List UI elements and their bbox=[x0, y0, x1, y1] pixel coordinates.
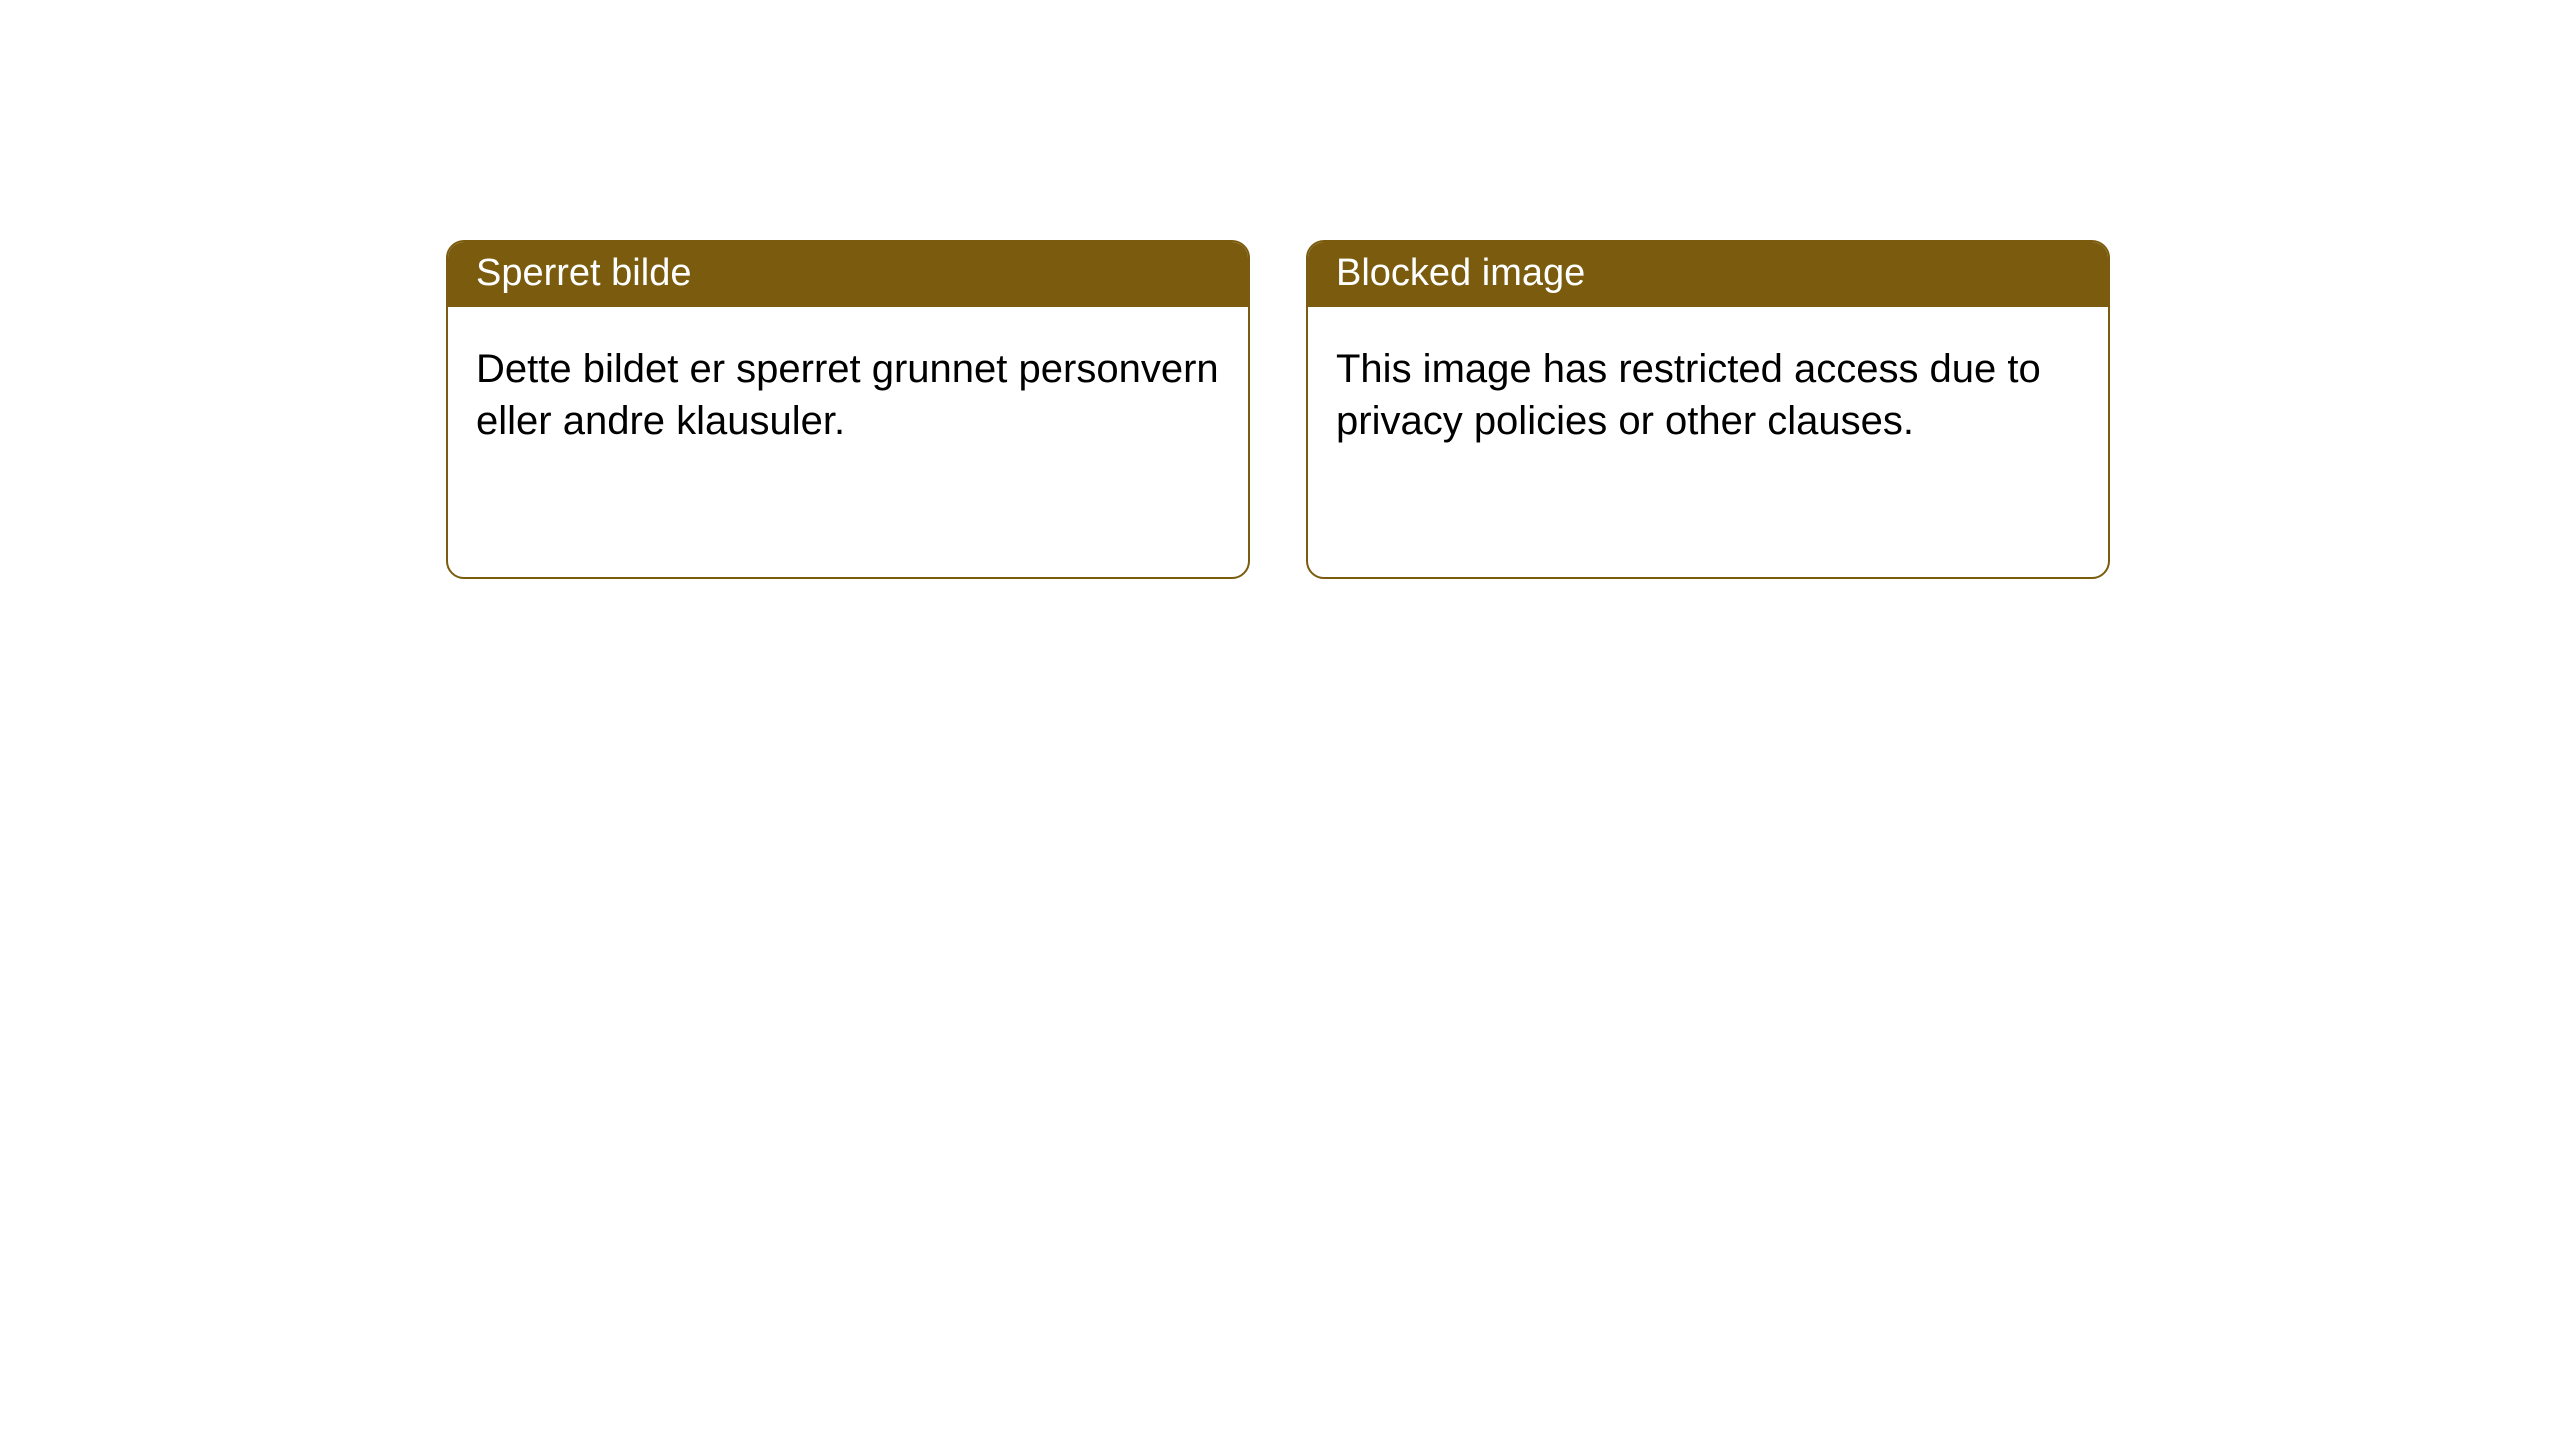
notice-body: Dette bildet er sperret grunnet personve… bbox=[448, 307, 1248, 577]
notice-card-norwegian: Sperret bilde Dette bildet er sperret gr… bbox=[446, 240, 1250, 579]
notice-header: Blocked image bbox=[1308, 242, 2108, 307]
notice-body: This image has restricted access due to … bbox=[1308, 307, 2108, 577]
notice-card-english: Blocked image This image has restricted … bbox=[1306, 240, 2110, 579]
notice-header: Sperret bilde bbox=[448, 242, 1248, 307]
notice-container: Sperret bilde Dette bildet er sperret gr… bbox=[0, 0, 2560, 579]
